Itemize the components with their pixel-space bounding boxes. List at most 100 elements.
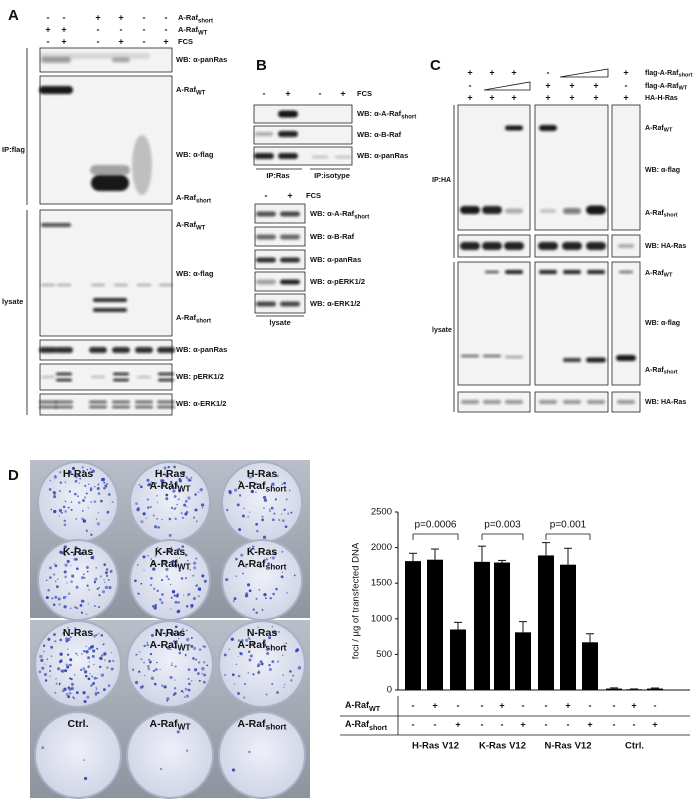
colony <box>232 600 235 603</box>
colony <box>249 654 253 658</box>
colony <box>96 522 100 526</box>
culture-plate <box>126 620 214 708</box>
blot-band <box>89 347 107 353</box>
colony <box>185 476 189 479</box>
culture-plate <box>34 711 122 799</box>
colony <box>70 501 73 503</box>
colony <box>146 478 150 482</box>
sign: - <box>47 12 50 22</box>
colony <box>95 566 98 569</box>
blot-band <box>563 208 581 214</box>
colony <box>95 518 98 520</box>
colony <box>166 475 169 478</box>
colony <box>249 511 251 513</box>
colony <box>67 648 69 651</box>
sign: + <box>569 80 574 90</box>
sign: - <box>143 24 146 34</box>
colony <box>162 644 164 646</box>
colony <box>191 680 193 682</box>
colony <box>53 563 56 565</box>
colony <box>282 674 284 676</box>
blot-band <box>538 242 558 250</box>
colony <box>46 658 49 660</box>
colony <box>59 682 61 685</box>
colony <box>91 469 95 473</box>
sign: + <box>163 36 168 46</box>
colony <box>66 653 70 656</box>
label-text: WB: α-A-Raf <box>357 109 402 118</box>
colony <box>98 632 100 635</box>
colony <box>150 558 153 560</box>
colony <box>195 584 198 588</box>
colony <box>65 663 68 666</box>
colony <box>146 643 150 647</box>
colony <box>174 560 177 563</box>
blot-band <box>113 372 129 376</box>
colony <box>134 579 137 583</box>
bar <box>474 561 490 690</box>
colony <box>174 625 178 629</box>
colony <box>232 673 235 676</box>
sign: + <box>587 719 592 729</box>
colony <box>90 555 94 560</box>
colony <box>273 512 276 515</box>
label-subscript: WT <box>369 704 381 713</box>
colony <box>87 656 91 660</box>
blot-band <box>39 405 57 409</box>
blot <box>254 226 306 247</box>
colony <box>267 562 270 565</box>
sign: + <box>118 12 123 22</box>
colony <box>166 697 170 701</box>
colony <box>146 665 150 668</box>
colony <box>49 576 52 579</box>
colony <box>201 667 205 671</box>
colony <box>225 578 229 582</box>
colony <box>70 564 72 567</box>
colony <box>55 682 58 685</box>
blot-band <box>563 400 581 404</box>
colony <box>99 575 102 578</box>
colony <box>63 687 67 691</box>
blot-label: A-RafWT <box>176 85 206 96</box>
colony <box>172 489 176 493</box>
colony <box>84 496 87 499</box>
colony <box>135 653 138 656</box>
colony <box>92 649 96 653</box>
colony <box>81 576 85 580</box>
label-subscript: WT <box>196 90 206 96</box>
p-value: p=0.003 <box>484 520 521 531</box>
blot-label: WB: α-B-Raf <box>310 232 355 241</box>
colony <box>161 559 165 563</box>
colony <box>174 563 178 568</box>
colony <box>161 684 164 687</box>
blot-band <box>483 400 501 404</box>
colony <box>243 507 245 510</box>
colony <box>142 555 146 559</box>
colony <box>160 486 163 489</box>
plate-label: A-Rafshort <box>238 558 287 572</box>
colony <box>75 652 77 655</box>
blot-band <box>483 354 501 358</box>
row-label: FCS <box>306 191 321 200</box>
error-bar <box>519 621 527 633</box>
colony <box>244 594 249 598</box>
sign: + <box>455 719 460 729</box>
colony <box>159 632 162 635</box>
colony <box>236 503 240 507</box>
sign: + <box>545 92 550 102</box>
x-tick-label: H-Ras V12 <box>412 741 459 752</box>
colony <box>103 652 107 656</box>
sign: - <box>165 24 168 34</box>
colony <box>93 500 97 503</box>
colony <box>178 478 182 481</box>
colony <box>96 587 99 590</box>
colony <box>252 673 255 676</box>
colony <box>80 611 83 614</box>
blot-band <box>256 234 276 240</box>
blot-band <box>461 354 479 358</box>
colony <box>226 508 229 512</box>
row-label: A-RafWT <box>178 25 208 36</box>
colony <box>253 548 255 550</box>
sign: - <box>143 12 146 22</box>
row-label: A-Rafshort <box>178 13 213 24</box>
